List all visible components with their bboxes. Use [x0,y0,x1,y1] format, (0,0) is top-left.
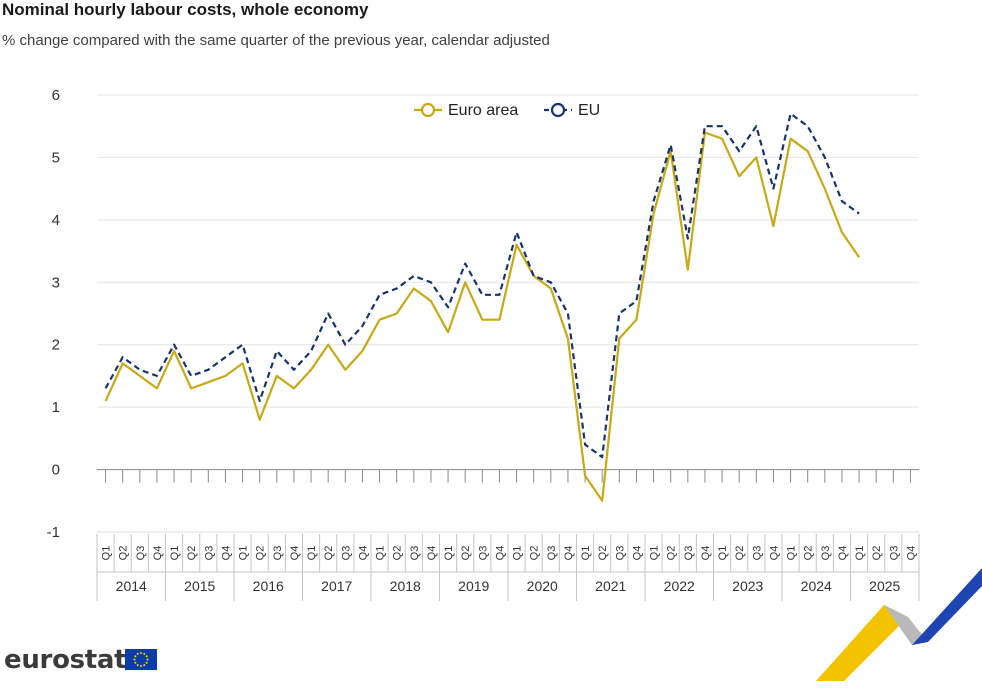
year-tick-label: 2019 [458,578,489,594]
flag-star [133,658,136,661]
series-line-eu[interactable] [104,112,860,459]
year-tick-label: 2017 [321,578,352,594]
quarter-tick-label: Q4 [631,546,643,561]
flag-star [140,652,142,654]
quarter-tick-label: Q4 [494,546,506,561]
flag-star [143,664,146,667]
quarter-tick-label: Q1 [649,546,661,561]
series-line-euro-area[interactable] [104,131,861,502]
eurostat-logo: eurostat [4,645,127,675]
y-tick-label: 2 [52,337,60,354]
quarter-tick-label: Q3 [683,546,695,561]
year-tick-label: 2024 [801,578,832,594]
y-tick-label: 6 [52,87,60,104]
quarter-tick-label: Q1 [443,546,455,561]
quarter-tick-label: Q1 [169,546,181,561]
quarter-tick-label: Q3 [135,546,147,561]
quarter-tick-label: Q2 [255,546,267,561]
quarter-tick-label: Q2 [666,546,678,561]
year-tick-label: 2020 [527,578,558,594]
quarter-tick-label: Q4 [426,546,438,561]
flag-star [143,652,146,655]
corner-decoration [816,568,982,681]
eu-flag-icon [125,649,157,670]
quarter-tick-label: Q3 [820,546,832,561]
quarter-tick-label: Q3 [614,546,626,561]
quarter-tick-label: Q1 [238,546,250,561]
chart-title: Nominal hourly labour costs, whole econo… [2,0,369,19]
year-tick-label: 2023 [732,578,763,594]
quarter-tick-label: Q1 [101,546,113,561]
chart-subtitle: % change compared with the same quarter … [2,32,550,49]
year-tick-label: 2016 [253,578,284,594]
quarter-tick-label: Q3 [477,546,489,561]
quarter-tick-label: Q1 [786,546,798,561]
year-tick-label: 2025 [869,578,900,594]
quarter-tick-label: Q3 [546,546,558,561]
quarter-tick-label: Q3 [751,546,763,561]
y-tick-label: -1 [47,524,60,541]
legend[interactable]: Euro area EU [414,102,600,119]
quarter-tick-label: Q2 [392,546,404,561]
quarter-tick-label: Q4 [289,546,301,561]
series-lines [104,112,861,502]
quarter-tick-label: Q4 [220,546,232,561]
grid-lines [97,94,919,533]
quarter-tick-label: Q1 [306,546,318,561]
legend-item-eu[interactable]: EU [544,102,600,119]
year-tick-label: 2018 [390,578,421,594]
y-tick-label: 0 [52,462,60,479]
y-tick-label: 4 [52,212,60,229]
quarter-tick-label: Q4 [905,546,917,561]
y-tick-label: 3 [52,274,60,291]
flag-star [136,664,139,667]
legend-label: Euro area [448,102,518,119]
x-axis: Q1 Q2 Q3 Q4 Q1 Q2 Q3 Q4 Q1 Q2 Q3 Q4 Q1 Q2 Q3 Q4 Q1 Q2 Q3 Q4… [96,469,920,601]
quarter-tick-label: Q1 [854,546,866,561]
quarter-tick-label: Q2 [529,546,541,561]
y-tick-label: 5 [52,149,60,166]
quarter-tick-label: Q4 [837,546,849,561]
quarter-tick-label: Q4 [768,546,780,561]
quarter-tick-label: Q2 [597,546,609,561]
quarter-tick-label: Q3 [203,546,215,561]
quarter-tick-label: Q2 [118,546,130,561]
flag-star [136,652,139,655]
quarter-tick-label: Q1 [580,546,592,561]
flag-star [146,658,149,661]
year-tick-label: 2022 [664,578,695,594]
quarter-tick-label: Q3 [340,546,352,561]
legend-marker-icon [550,102,566,118]
legend-label: EU [578,102,600,119]
y-axis-ticks: -1 0 1 2 3 4 5 6 [47,87,60,541]
year-tick-label: 2021 [595,578,626,594]
year-tick-label: 2014 [116,578,147,594]
quarter-tick-label: Q2 [460,546,472,561]
quarter-tick-label: Q4 [700,546,712,561]
quarter-tick-label: Q4 [152,546,164,561]
quarter-tick-label: Q2 [871,546,883,561]
quarter-tick-label: Q1 [512,546,524,561]
quarter-tick-label: Q2 [734,546,746,561]
quarter-tick-label: Q1 [717,546,729,561]
flag-star [145,661,148,664]
legend-marker-icon [420,102,436,118]
y-tick-label: 1 [52,399,60,416]
flag-star [134,661,137,664]
quarter-tick-label: Q4 [357,546,369,561]
quarter-tick-label: Q2 [323,546,335,561]
quarter-tick-label: Q3 [888,546,900,561]
flag-star [140,665,142,667]
quarter-tick-label: Q3 [409,546,421,561]
quarter-tick-label: Q2 [803,546,815,561]
quarter-tick-label: Q2 [186,546,198,561]
quarter-tick-label: Q1 [375,546,387,561]
flag-star [134,655,137,658]
legend-item-euro-area[interactable]: Euro area [414,102,518,119]
quarter-tick-label: Q3 [272,546,284,561]
flag-star [145,655,148,658]
quarter-tick-label: Q4 [563,546,575,561]
year-tick-label: 2015 [184,578,215,594]
